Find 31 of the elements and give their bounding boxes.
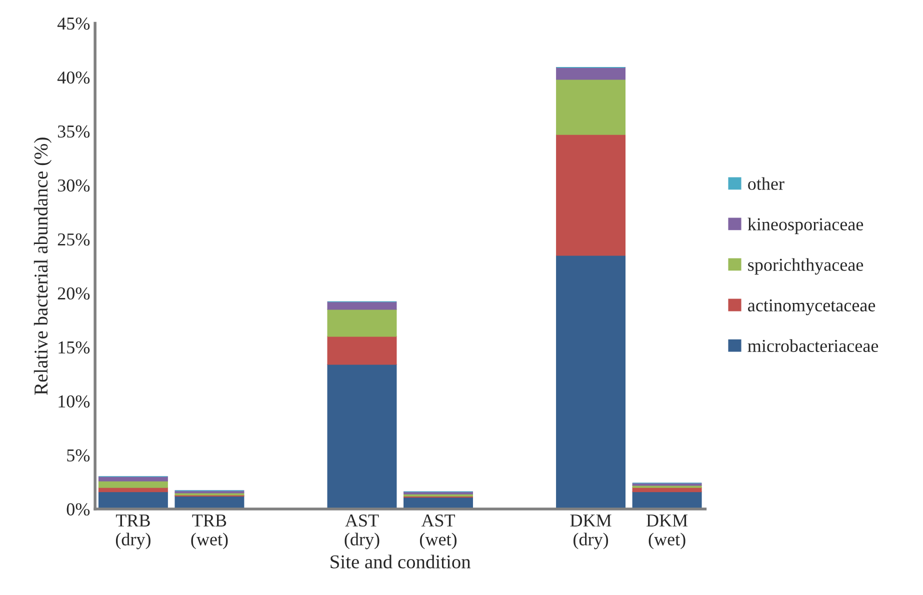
legend-label: sporichthyaceae xyxy=(748,258,864,275)
y-tick-label: 25% xyxy=(58,233,90,246)
x-tick-label: DKM (wet) xyxy=(646,514,688,550)
y-tick-label: 0% xyxy=(66,503,90,516)
bar xyxy=(556,67,626,80)
bar xyxy=(327,364,397,510)
y-tick-label: 45% xyxy=(57,17,90,30)
legend-label: kineosporiaceae xyxy=(748,218,864,234)
y-tick-label: 40% xyxy=(57,71,90,84)
legend-label: actinomycetaceae xyxy=(748,299,876,316)
y-tick-label: 15% xyxy=(58,341,90,354)
bar xyxy=(327,336,397,365)
x-tick-label: TRB (wet) xyxy=(191,514,228,550)
y-tick-label: 20% xyxy=(58,287,90,300)
x-axis-title: Site and condition xyxy=(330,554,471,568)
x-tick-label: DKM (dry) xyxy=(570,514,612,550)
legend-label: other xyxy=(748,177,784,190)
legend-label: microbacteriaceae xyxy=(748,339,878,352)
bar xyxy=(327,308,397,337)
bar xyxy=(556,78,626,135)
x-tick-label: TRB (dry) xyxy=(116,514,150,550)
y-tick-label: 10% xyxy=(58,395,90,408)
bar xyxy=(556,134,626,256)
y-axis-title: Relative bacterial abundance (%) xyxy=(34,138,52,395)
y-tick-label: 5% xyxy=(67,449,90,462)
x-tick-label: AST (wet) xyxy=(420,514,457,550)
bar xyxy=(327,301,397,310)
x-tick-label: AST (dry) xyxy=(344,514,380,550)
y-tick-label: 35% xyxy=(58,125,90,138)
bar xyxy=(556,254,626,510)
y-tick-label: 30% xyxy=(58,179,90,192)
